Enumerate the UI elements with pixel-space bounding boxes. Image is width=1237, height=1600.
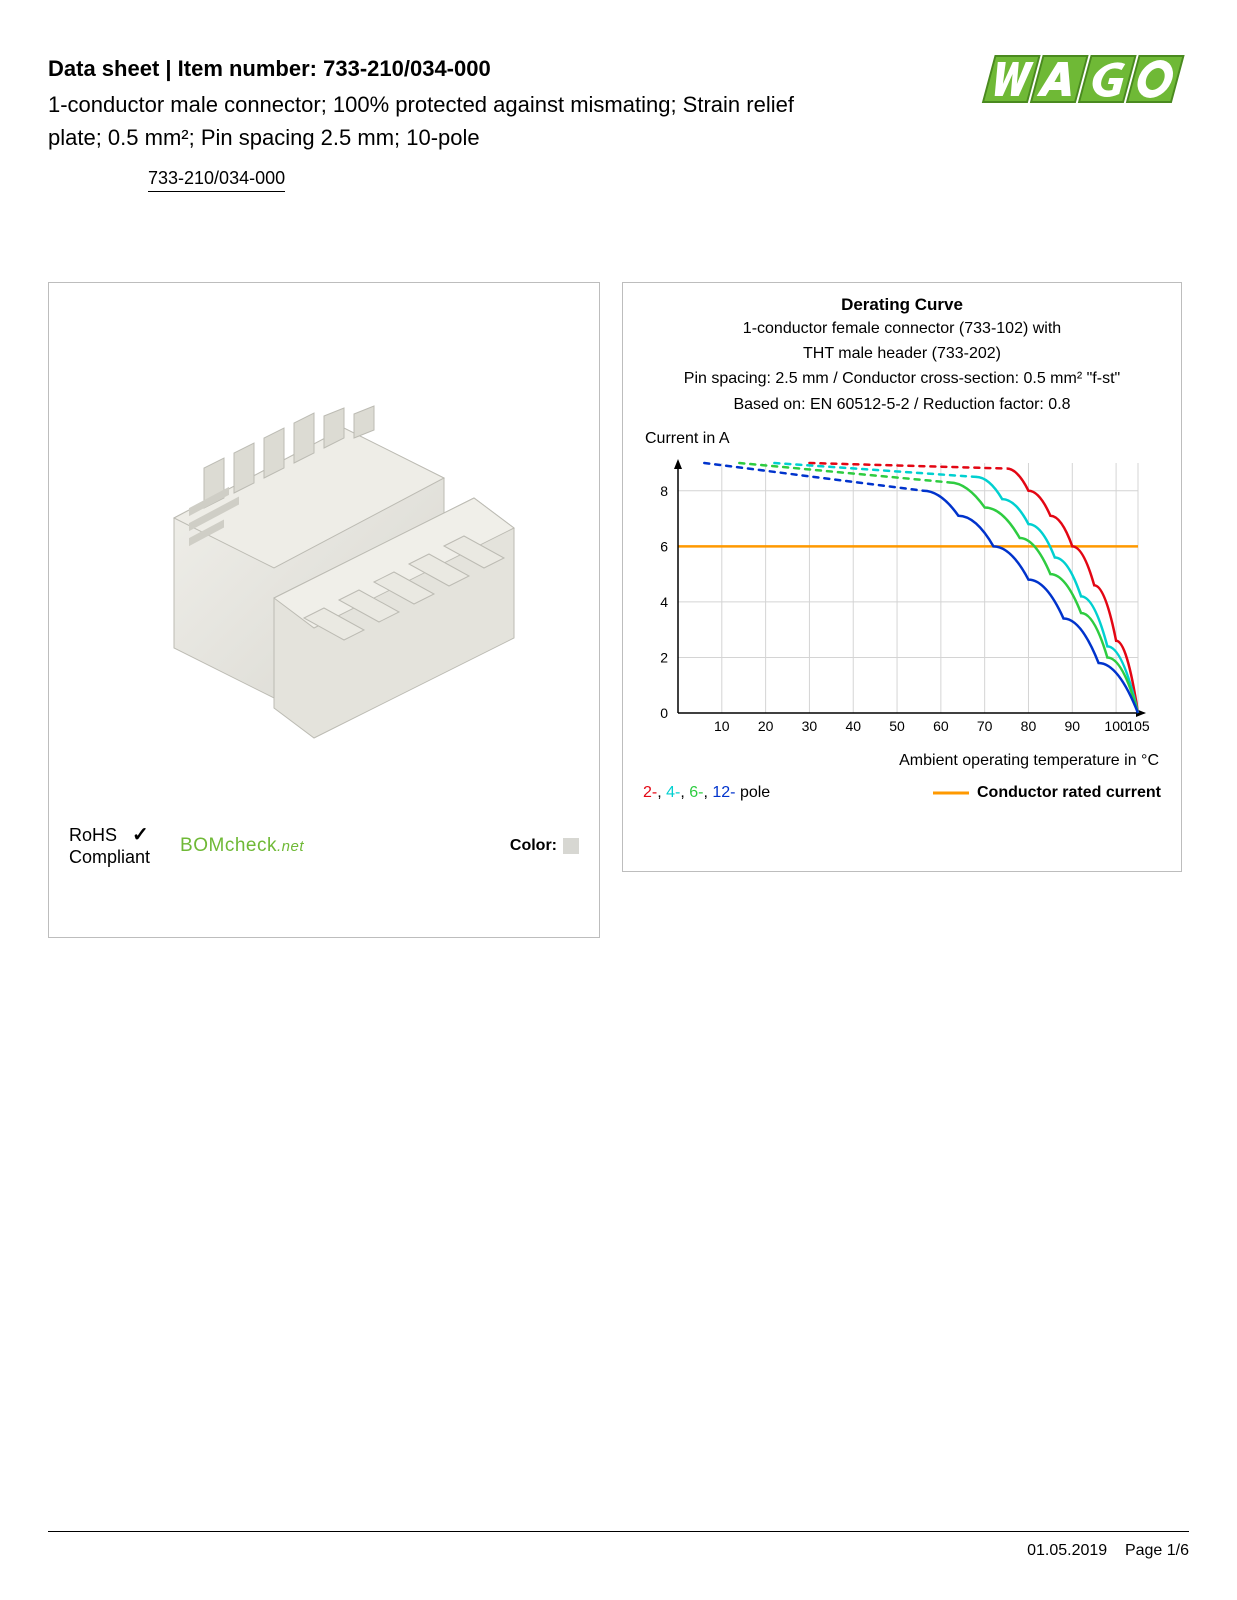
bomcheck-suffix: .net xyxy=(277,838,304,855)
svg-text:30: 30 xyxy=(802,718,818,734)
page-footer: 01.05.2019 Page 1/6 xyxy=(48,1531,1189,1560)
svg-text:100: 100 xyxy=(1104,718,1128,734)
legend-pole-suffix: pole xyxy=(736,784,771,801)
svg-text:105: 105 xyxy=(1126,718,1150,734)
chart-subtitle-4: Based on: EN 60512-5-2 / Reduction facto… xyxy=(639,393,1165,416)
page-title: Data sheet | Item number: 733-210/034-00… xyxy=(48,56,828,82)
product-image-panel: RoHS ✓ Compliant BOMcheck.net Color: xyxy=(48,282,600,938)
svg-text:4: 4 xyxy=(660,594,668,610)
legend-pole-2: 2- xyxy=(643,784,657,801)
derating-chart: 10 20 30 40 50 60 70 80 90 100105 0 2 4 6 8 xyxy=(642,454,1162,744)
svg-text:0: 0 xyxy=(660,705,668,721)
chart-legend: 2-, 4-, 6-, 12- pole Conductor rated cur… xyxy=(639,784,1165,802)
title-item-number: 733-210/034-000 xyxy=(323,56,491,81)
product-description: 1-conductor male connector; 100% protect… xyxy=(48,88,828,154)
wago-logo xyxy=(979,50,1189,113)
chart-subtitle-1: 1-conductor female connector (733-102) w… xyxy=(639,317,1165,340)
svg-text:50: 50 xyxy=(889,718,905,734)
legend-rated-current: Conductor rated current xyxy=(933,784,1161,802)
color-indicator: Color: xyxy=(510,837,579,855)
svg-text:20: 20 xyxy=(758,718,774,734)
svg-text:70: 70 xyxy=(977,718,993,734)
footer-date: 01.05.2019 xyxy=(1027,1542,1107,1559)
bomcheck-main: BOMcheck xyxy=(180,835,277,856)
svg-text:2: 2 xyxy=(660,649,668,665)
bomcheck-logo: BOMcheck.net xyxy=(180,835,304,857)
color-swatch xyxy=(563,838,579,854)
rated-current-line-icon xyxy=(933,791,969,795)
svg-text:6: 6 xyxy=(660,538,668,554)
part-number-link[interactable]: 733-210/034-000 xyxy=(148,168,285,192)
svg-text:90: 90 xyxy=(1064,718,1080,734)
svg-text:10: 10 xyxy=(714,718,730,734)
chart-subtitle-2: THT male header (733-202) xyxy=(639,342,1165,365)
svg-text:80: 80 xyxy=(1021,718,1037,734)
derating-chart-panel: Derating Curve 1-conductor female connec… xyxy=(622,282,1182,872)
title-prefix: Data sheet | Item number: xyxy=(48,56,317,81)
product-image xyxy=(49,283,599,813)
legend-poles: 2-, 4-, 6-, 12- pole xyxy=(643,784,770,802)
chart-title: Derating Curve xyxy=(639,295,1165,315)
rohs-label: RoHS xyxy=(69,825,117,845)
legend-pole-6: 6- xyxy=(689,784,703,801)
svg-text:60: 60 xyxy=(933,718,949,734)
svg-text:40: 40 xyxy=(845,718,861,734)
legend-pole-12: 12- xyxy=(712,784,735,801)
chart-subtitle-3: Pin spacing: 2.5 mm / Conductor cross-se… xyxy=(639,367,1165,390)
color-label-text: Color: xyxy=(510,837,557,855)
chart-y-axis-label: Current in A xyxy=(645,430,1165,448)
svg-text:8: 8 xyxy=(660,483,668,499)
footer-page: Page 1/6 xyxy=(1125,1542,1189,1559)
rohs-compliant-label: Compliant xyxy=(69,847,150,867)
chart-x-axis-label: Ambient operating temperature in °C xyxy=(639,752,1165,770)
rohs-compliant-badge: RoHS ✓ Compliant xyxy=(69,823,150,869)
legend-pole-4: 4- xyxy=(666,784,680,801)
check-icon: ✓ xyxy=(132,824,149,846)
legend-rated-label: Conductor rated current xyxy=(977,784,1161,802)
